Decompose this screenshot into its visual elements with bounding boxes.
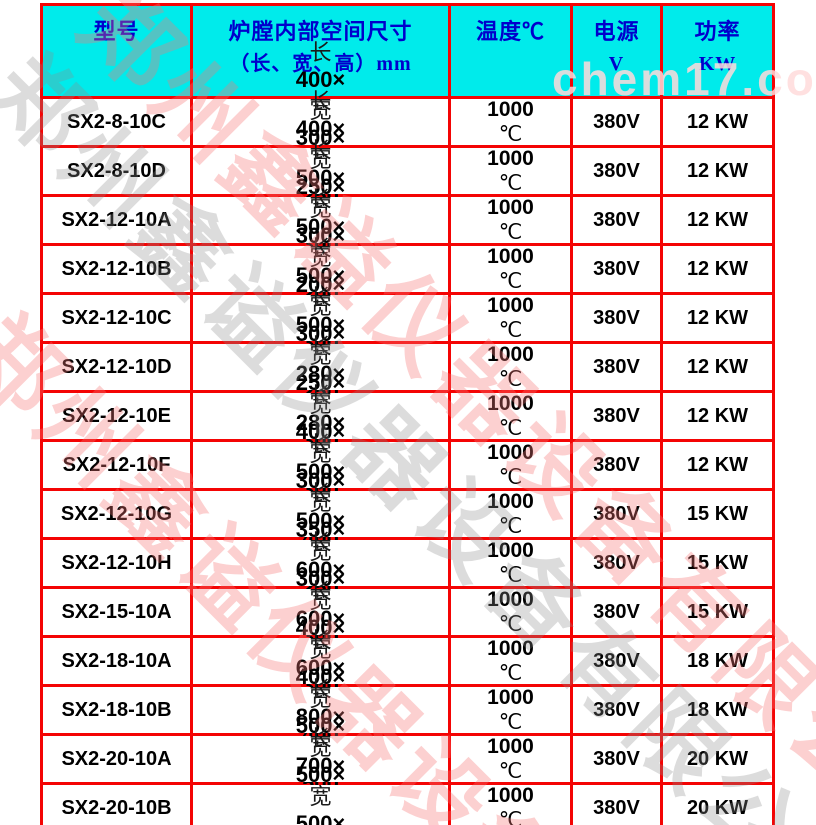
cell-temp: 1000 ℃ <box>451 735 570 783</box>
header-cell-2: 温度℃ <box>451 6 570 96</box>
cell-voltage: 380V <box>573 393 660 439</box>
cell-model: SX2-12-10G <box>43 491 190 537</box>
cell-temp: 1000 ℃ <box>451 196 570 244</box>
cell-dims: 长 500×宽 300×高 200 <box>193 138 448 306</box>
header-cell-4: 功率 KW <box>663 6 772 96</box>
cell-temp: 1000 ℃ <box>451 490 570 538</box>
header-cell-1: 炉膛内部空间尺寸 （长、宽、高）mm <box>193 6 448 96</box>
header-line2: KW <box>698 53 737 75</box>
cell-power: 12 KW <box>663 99 772 145</box>
cell-temp: 1000 ℃ <box>451 686 570 734</box>
cell-dims: 长 600×宽 400×高 400 <box>193 579 448 747</box>
cell-voltage: 380V <box>573 344 660 390</box>
cell-temp: 1000 ℃ <box>451 245 570 293</box>
header-cell-3: 电源 V <box>573 6 660 96</box>
cell-voltage: 380V <box>573 736 660 782</box>
cell-model: SX2-20-10B <box>43 785 190 825</box>
cell-power: 20 KW <box>663 736 772 782</box>
cell-voltage: 380V <box>573 491 660 537</box>
cell-temp: 1000 ℃ <box>451 539 570 587</box>
cell-dims: 长 500×宽 250×高 300 <box>193 285 448 453</box>
header-line1: 炉膛内部空间尺寸 <box>228 19 413 44</box>
cell-power: 18 KW <box>663 687 772 733</box>
cell-dims: 长 500×宽 350×高 250 <box>193 432 448 600</box>
cell-voltage: 380V <box>573 638 660 684</box>
cell-model: SX2-12-10E <box>43 393 190 439</box>
cell-temp: 1000 ℃ <box>451 98 570 146</box>
cell-voltage: 380V <box>573 540 660 586</box>
cell-voltage: 380V <box>573 246 660 292</box>
cell-temp: 1000 ℃ <box>451 588 570 636</box>
cell-voltage: 380V <box>573 197 660 243</box>
cell-voltage: 380V <box>573 99 660 145</box>
cell-model: SX2-12-10F <box>43 442 190 488</box>
cell-voltage: 380V <box>573 785 660 825</box>
cell-temp: 1000 ℃ <box>451 343 570 391</box>
cell-model: SX2-8-10D <box>43 148 190 194</box>
cell-model: SX2-8-10C <box>43 99 190 145</box>
cell-model: SX2-18-10B <box>43 687 190 733</box>
cell-voltage: 380V <box>573 442 660 488</box>
cell-power: 12 KW <box>663 197 772 243</box>
cell-model: SX2-12-10D <box>43 344 190 390</box>
cell-dims: 长 500×宽 300×高 250 <box>193 236 448 404</box>
cell-dims: 长 700×宽 500×高 500 <box>193 726 448 825</box>
cell-power: 12 KW <box>663 344 772 390</box>
cell-power: 12 KW <box>663 148 772 194</box>
header-line2: （长、宽、高）mm <box>229 53 412 75</box>
cell-model: SX2-20-10A <box>43 736 190 782</box>
cell-dims: 长 600×宽 400×高 300 <box>193 530 448 698</box>
cell-voltage: 380V <box>573 589 660 635</box>
furnace-spec-table: 型号炉膛内部空间尺寸（长、宽、高）mm温度℃电源V功率KWSX2-8-10C长 … <box>40 3 775 825</box>
cell-power: 18 KW <box>663 638 772 684</box>
cell-power: 15 KW <box>663 491 772 537</box>
header-line1: 功率 <box>694 19 741 44</box>
cell-model: SX2-12-10B <box>43 246 190 292</box>
cell-power: 12 KW <box>663 393 772 439</box>
cell-model: SX2-12-10H <box>43 540 190 586</box>
cell-power: 15 KW <box>663 589 772 635</box>
cell-temp: 1000 ℃ <box>451 392 570 440</box>
cell-model: SX2-18-10A <box>43 638 190 684</box>
cell-temp: 1000 ℃ <box>451 147 570 195</box>
cell-temp: 1000 ℃ <box>451 637 570 685</box>
cell-model: SX2-12-10A <box>43 197 190 243</box>
cell-power: 15 KW <box>663 540 772 586</box>
cell-temp: 1000 ℃ <box>451 441 570 489</box>
header-line2: V <box>608 53 625 75</box>
cell-voltage: 380V <box>573 148 660 194</box>
cell-power: 12 KW <box>663 246 772 292</box>
cell-power: 20 KW <box>663 785 772 825</box>
cell-temp: 1000 ℃ <box>451 784 570 825</box>
cell-temp: 1000 ℃ <box>451 294 570 342</box>
header-line1: 温度℃ <box>475 19 545 44</box>
cell-model: SX2-15-10A <box>43 589 190 635</box>
cell-voltage: 380V <box>573 687 660 733</box>
header-line1: 电源 <box>593 19 640 44</box>
cell-power: 12 KW <box>663 442 772 488</box>
cell-power: 12 KW <box>663 295 772 341</box>
header-cell-0: 型号 <box>43 6 190 96</box>
cell-model: SX2-12-10C <box>43 295 190 341</box>
header-line1: 型号 <box>93 19 140 44</box>
cell-voltage: 380V <box>573 295 660 341</box>
